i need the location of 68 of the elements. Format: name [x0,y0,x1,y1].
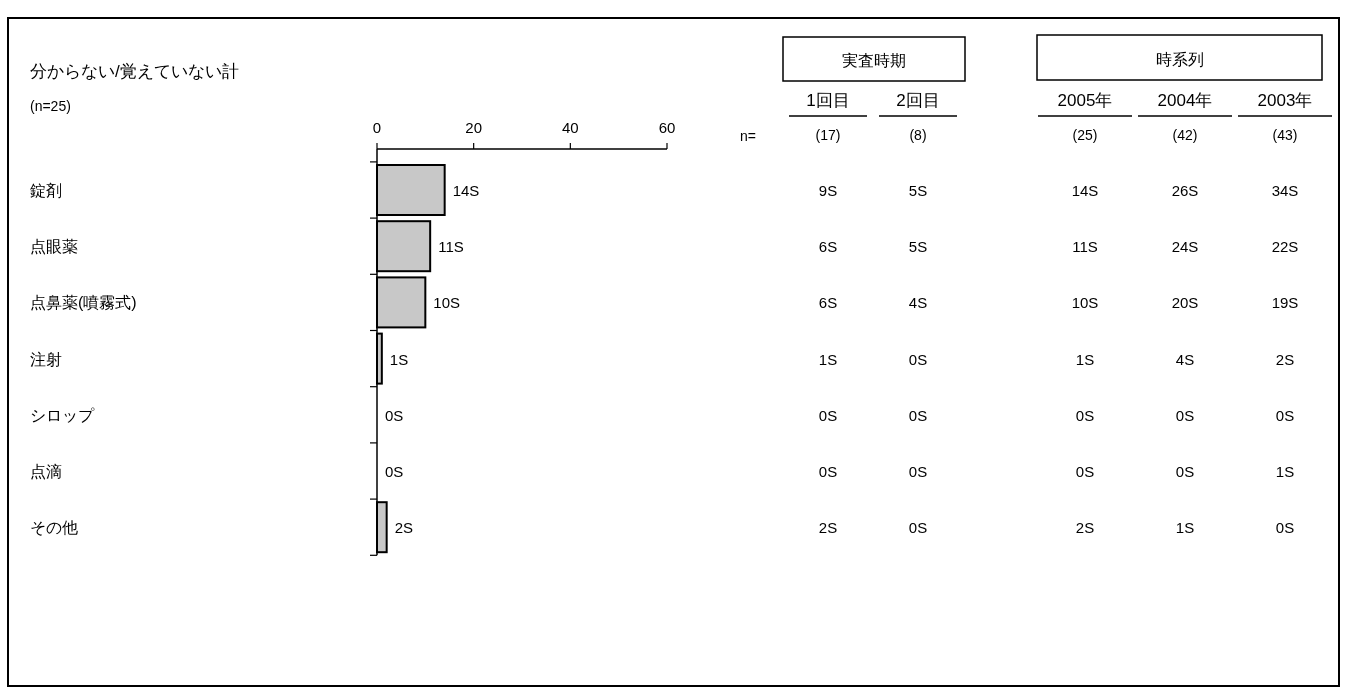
text: n= [740,128,756,144]
text: 11S [1072,238,1098,256]
text: 2005年 [1057,91,1113,110]
text: 0S [818,463,838,480]
text: 2S [1275,350,1295,368]
y-tick-label: 点滴 [30,463,62,480]
text: 20S [1171,294,1199,312]
text: 0S [1175,463,1195,480]
x2-tick-label: 20 [465,119,483,136]
text: 1S [1075,350,1095,368]
text: 4S [1175,350,1195,368]
text: 1S [1275,463,1295,480]
text: (17) [815,127,841,143]
data-label: 1S [389,350,409,368]
y-tick-label: シロップ [30,406,95,424]
text: 1S [818,350,838,368]
text: 時系列 [1156,51,1204,68]
text: 分からない/覚えていない計 [30,62,239,81]
text: 34S [1271,182,1299,199]
text: 0S [1075,406,1095,424]
text: (8) [909,127,927,143]
text: 0S [1075,463,1095,480]
text: 2回目 [896,91,940,110]
text: (43) [1272,127,1298,143]
y-tick-label: 点鼻薬(噴霧式) [30,294,137,312]
text: (n=25) [30,98,71,114]
text: 19S [1271,294,1299,312]
text: 10S [1071,294,1099,312]
text: 4S [908,294,928,312]
text: 2004年 [1157,91,1213,110]
text: 5S [908,182,928,199]
text: 2S [818,519,838,537]
text: 0S [818,406,838,424]
text: 6S [818,294,838,312]
text: 2003年 [1257,91,1313,110]
text: 22S [1271,238,1299,256]
text: 0S [1175,406,1195,424]
y-tick-label: 錠剤 [30,182,62,199]
text: 6S [818,238,838,256]
x2-tick-label: 0 [372,119,382,136]
text: 0S [1275,406,1295,424]
data-label: 10S [433,294,461,312]
y-tick-label: 注射 [30,350,62,368]
text: 9S [818,182,838,199]
text: 0S [908,463,928,480]
text: (25) [1072,127,1098,143]
text: 2S [1075,519,1095,537]
text: 5S [908,238,928,256]
data-label: 0S [385,463,404,480]
text: 14S [1071,182,1099,199]
text: 実査時期 [842,52,906,69]
text: 24S [1171,238,1199,256]
x2-tick-label: 60 [658,119,676,136]
text: 0S [908,406,928,424]
text: 26S [1171,182,1199,199]
data-label: 2S [394,519,414,537]
text: 1S [1175,519,1195,537]
data-label: 0S [385,406,404,424]
data-label: 14S [452,182,480,199]
text: 0S [908,350,928,368]
y-tick-label: 点眼薬 [30,238,78,256]
y-tick-label: その他 [30,519,78,537]
text: (42) [1172,127,1198,143]
x2-tick-label: 40 [561,119,579,136]
text: 0S [1275,519,1295,537]
data-label: 11S [438,238,464,256]
text: 0S [908,519,928,537]
text: 1回目 [806,91,850,110]
